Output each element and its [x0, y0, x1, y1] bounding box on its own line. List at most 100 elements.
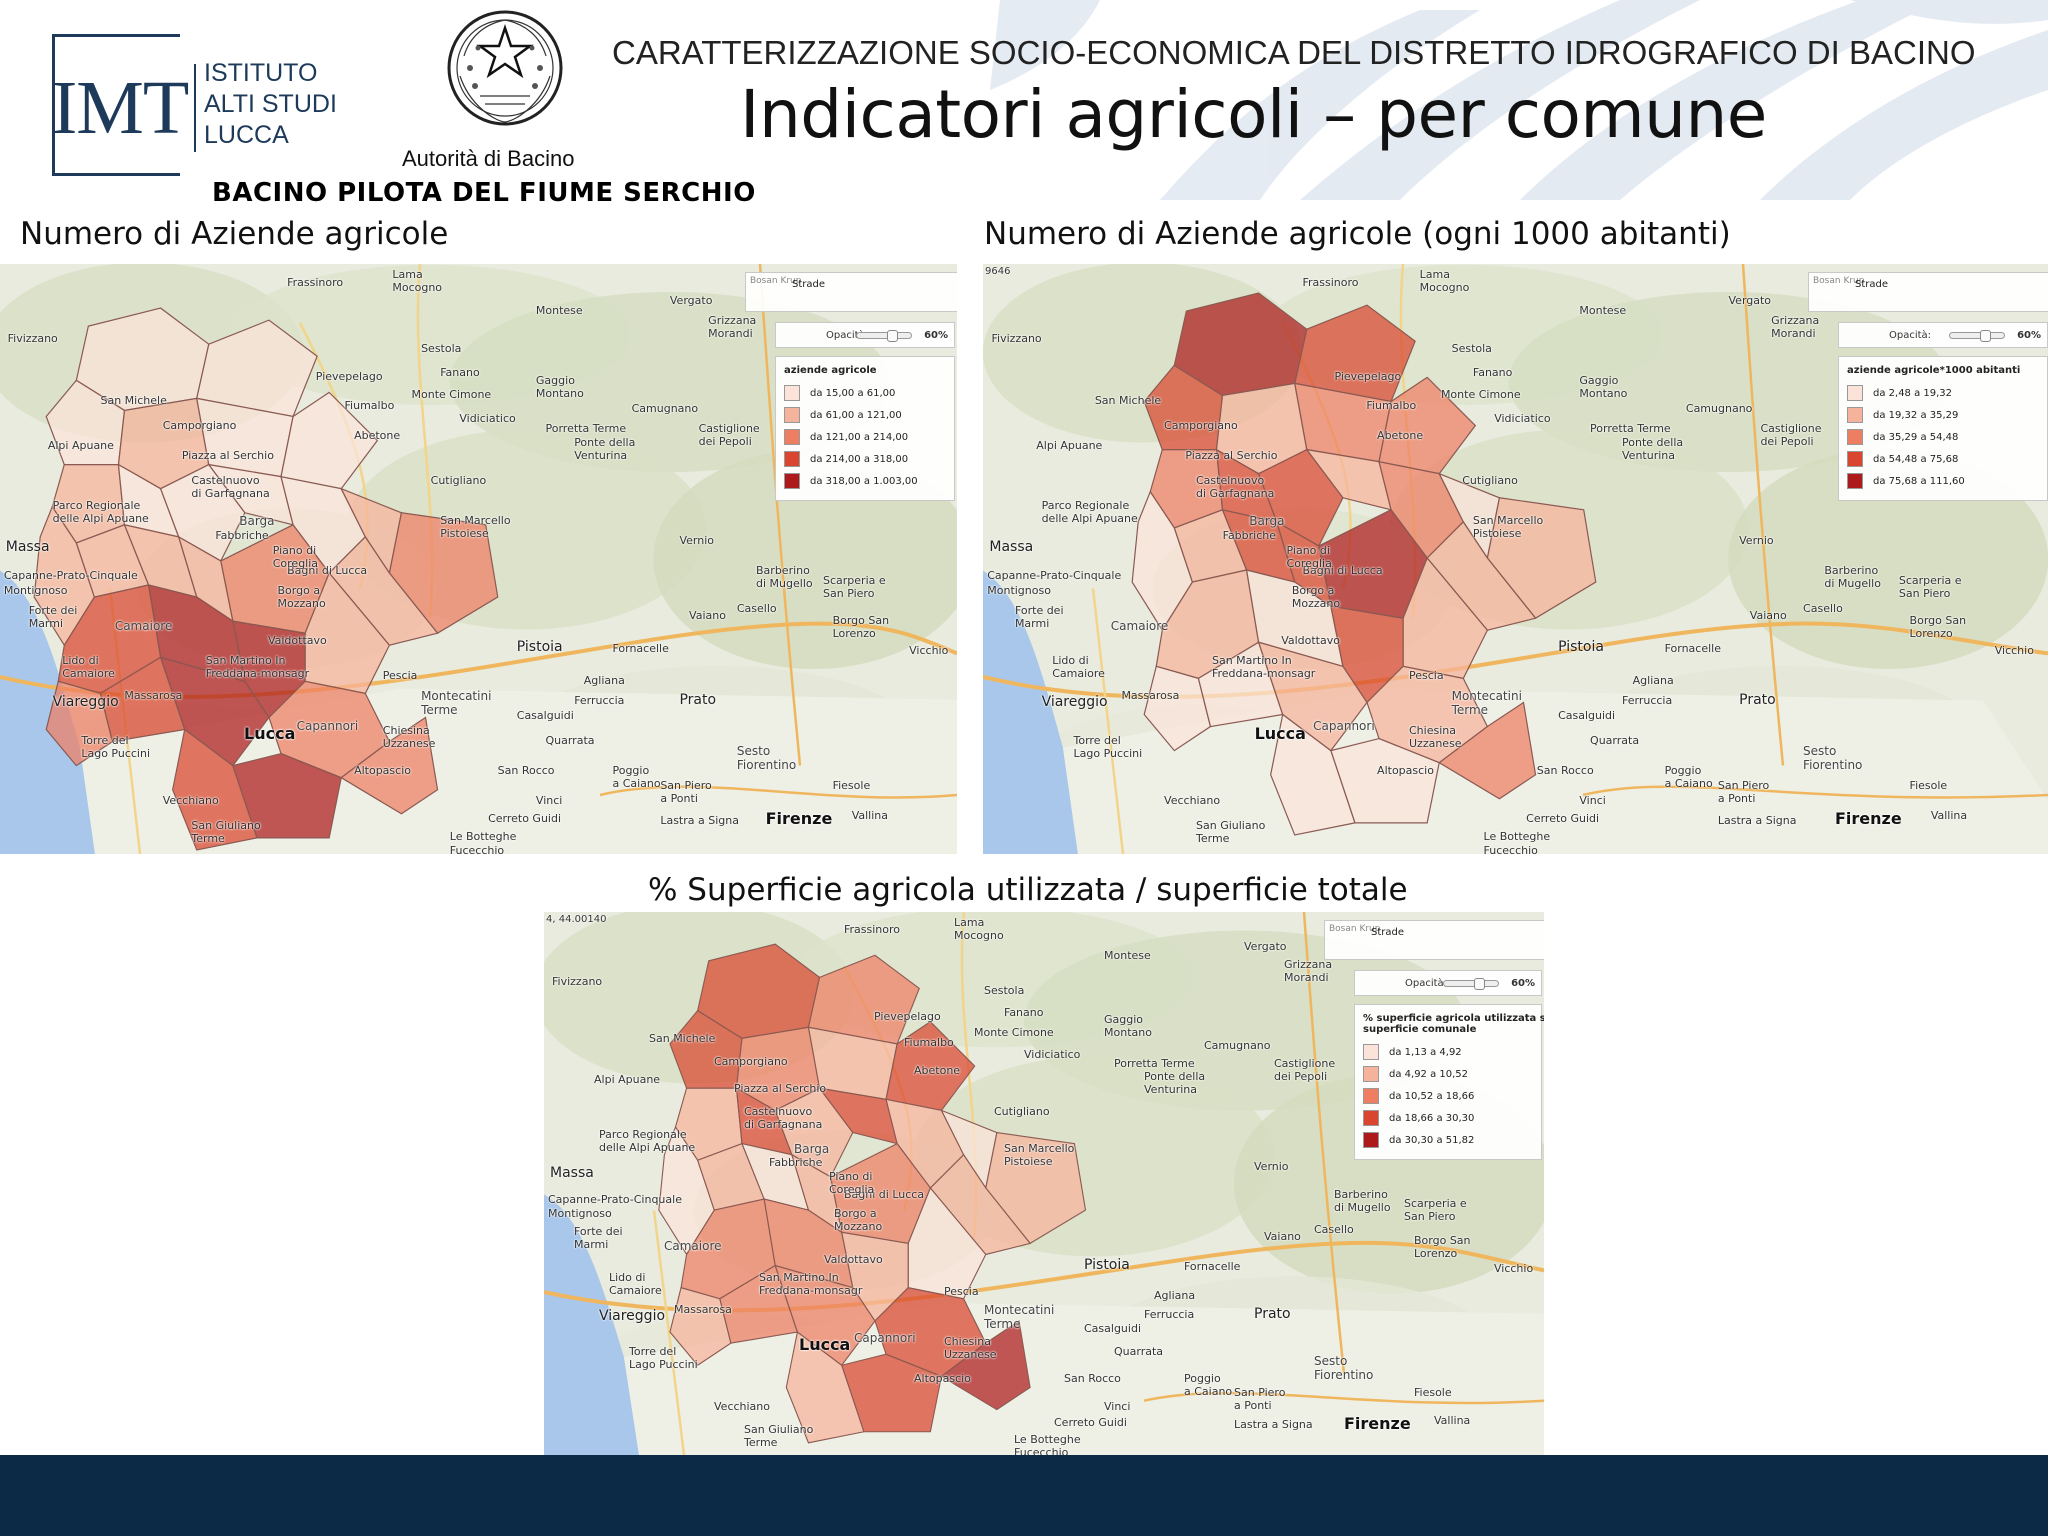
place-vicchio: Vicchio: [909, 644, 949, 657]
municipality-mid-3[interactable]: [774, 1087, 854, 1178]
place-camugnano: Camugnano: [1204, 1039, 1271, 1052]
coordinate-readout: 9646: [985, 266, 1011, 277]
municipality-north-2[interactable]: [196, 319, 318, 418]
place-lastra: Lastra a Signa: [1717, 814, 1797, 827]
municipality-north-6[interactable]: [1378, 376, 1477, 475]
opacity-slider[interactable]: [1443, 978, 1499, 990]
municipality-east-2[interactable]: [328, 535, 439, 646]
layer-roads-label[interactable]: Strade: [1371, 927, 1405, 938]
place-parco: Parco Regionale delle Alpi Apuane: [52, 499, 149, 525]
place-fanano: Fanano: [1004, 1005, 1044, 1019]
legend-item: da 318,00 a 1.003,00: [784, 470, 954, 492]
map-aziende-agricole[interactable]: Frassinoro Lama Mocogno Montese Vergato Grizz…: [0, 264, 957, 854]
opacity-label: Opacità:: [1889, 330, 1932, 341]
place-montignoso: Montignoso: [548, 1206, 612, 1220]
place-pistoia: Pistoia: [1558, 639, 1604, 655]
municipality-coast-1[interactable]: [669, 1287, 732, 1367]
legend-item: da 4,92 a 10,52: [1363, 1063, 1541, 1085]
municipality-east-2[interactable]: [1426, 520, 1537, 631]
municipality-lucca-1[interactable]: [1257, 641, 1368, 752]
municipality-east-1[interactable]: [388, 512, 499, 634]
map-canvas[interactable]: [0, 264, 957, 854]
place-agliana: Agliana: [583, 674, 625, 687]
road: [1143, 1391, 1544, 1405]
place-vaiano: Vaiano: [1264, 1229, 1301, 1243]
place-vernio: Vernio: [1739, 534, 1774, 547]
place-capanne: Capanne-Prato-Cinquale: [548, 1192, 682, 1206]
place-ferruccia: Ferruccia: [1144, 1307, 1195, 1321]
legend-title: aziende agricole: [784, 365, 877, 376]
layer-switcher[interactable]: Bosan Krup Strade: [745, 272, 957, 312]
place-capanne: Capanne-Prato-Cinquale: [987, 569, 1122, 582]
layer-roads-label[interactable]: Strade: [1855, 279, 1889, 290]
layer-switcher[interactable]: Bosan Krup Strade: [1324, 920, 1544, 960]
place-fucecchio: Fucecchio: [1014, 1445, 1069, 1455]
municipality-north-6[interactable]: [885, 1021, 976, 1111]
municipality-altop[interactable]: [340, 716, 439, 815]
municipality-coast-1[interactable]: [1143, 665, 1212, 752]
map-aziende-per-1000-abitanti[interactable]: Frassinoro Lama Mocogno Montese Vergato Grizz…: [983, 264, 2048, 854]
legend-item: da 61,00 a 121,00: [784, 404, 954, 426]
municipality-mid-3[interactable]: [159, 463, 246, 562]
municipality-lucca-1[interactable]: [159, 656, 270, 767]
opacity-slider[interactable]: [1949, 330, 2005, 342]
layer-switcher[interactable]: Bosan Krup Strade: [1808, 272, 2048, 312]
opacity-label: Opacità:: [1405, 978, 1448, 989]
place-borgo-mozzano: Borgo a Mozzano: [277, 584, 326, 610]
opacity-slider-handle[interactable]: [1474, 978, 1485, 990]
imt-logo-letters: IMT: [52, 66, 189, 150]
place-fiumalbo: Fiumalbo: [344, 399, 395, 412]
place-lama-mocogno: Lama Mocogno: [392, 268, 443, 294]
place-sesto: Sesto Fiorentino: [1314, 1353, 1374, 1382]
municipality-east-1[interactable]: [1486, 497, 1597, 619]
municipality-east-2[interactable]: [929, 1153, 1032, 1256]
legend-swatch: [1847, 385, 1863, 401]
place-lido: Lido di Camaiore: [609, 1270, 662, 1297]
place-casello: Casello: [736, 602, 777, 615]
opacity-control: Opacità: 60%: [1354, 970, 1542, 996]
map-canvas[interactable]: [983, 264, 2048, 854]
opacity-slider-handle[interactable]: [887, 330, 898, 342]
legend-swatch: [1363, 1132, 1379, 1148]
opacity-slider-handle[interactable]: [1980, 330, 1991, 342]
opacity-slider[interactable]: [856, 330, 912, 342]
imt-logo-divider: [194, 64, 196, 152]
legend-label: da 54,48 a 75,68: [1873, 453, 1959, 465]
place-ponte-venturina: Ponte della Venturina: [574, 436, 636, 462]
place-capannori: Capannori: [1313, 719, 1375, 733]
imt-logo-frame: [52, 34, 180, 176]
municipality-north-2[interactable]: [1294, 304, 1416, 403]
place-quarrata: Quarrata: [1114, 1344, 1164, 1358]
place-fiesole: Fiesole: [1909, 779, 1948, 792]
legend-label: da 121,00 a 214,00: [810, 431, 909, 443]
place-gaggio: Gaggio Montano: [535, 374, 584, 400]
place-agliana: Agliana: [1154, 1289, 1196, 1303]
municipality-altop[interactable]: [1438, 701, 1537, 800]
place-cerreto: Cerreto Guidi: [488, 812, 562, 825]
place-bagni: Bagni di Lucca: [287, 564, 368, 577]
place-fanano: Fanano: [1472, 366, 1513, 379]
municipality-east-1[interactable]: [985, 1131, 1087, 1245]
place-fiumalbo: Fiumalbo: [904, 1036, 954, 1050]
municipality-north-2[interactable]: [807, 954, 920, 1045]
municipality-cap-s[interactable]: [785, 1331, 865, 1444]
municipality-coast-1[interactable]: [45, 680, 114, 767]
municipality-cap-s[interactable]: [1270, 713, 1356, 836]
municipality-cap-s[interactable]: [172, 728, 258, 851]
municipality-altop[interactable]: [940, 1320, 1031, 1411]
municipality-north-6[interactable]: [280, 391, 379, 490]
place-camaiore: Camaiore: [1110, 619, 1169, 633]
basin-label: BACINO PILOTA DEL FIUME SERCHIO: [212, 178, 756, 208]
place-viareggio: Viareggio: [52, 694, 119, 710]
layer-roads-label[interactable]: Strade: [792, 279, 826, 290]
place-firenze: Firenze: [765, 809, 833, 828]
place-camugnano: Camugnano: [631, 402, 699, 415]
municipality-mid-3[interactable]: [1257, 448, 1344, 547]
municipality-lucca-1[interactable]: [774, 1264, 876, 1367]
map-superficie-agricola[interactable]: Frassinoro Lama Mocogno Montese Vergato Grizz…: [544, 912, 1544, 1455]
legend-label: da 318,00 a 1.003,00: [810, 475, 918, 487]
place-capanne: Capanne-Prato-Cinquale: [3, 569, 138, 582]
authority-label: Autorità di Bacino: [402, 146, 575, 171]
place-fanano: Fanano: [440, 366, 480, 379]
place-torre: Torre del Lago Puccini: [1073, 734, 1143, 760]
